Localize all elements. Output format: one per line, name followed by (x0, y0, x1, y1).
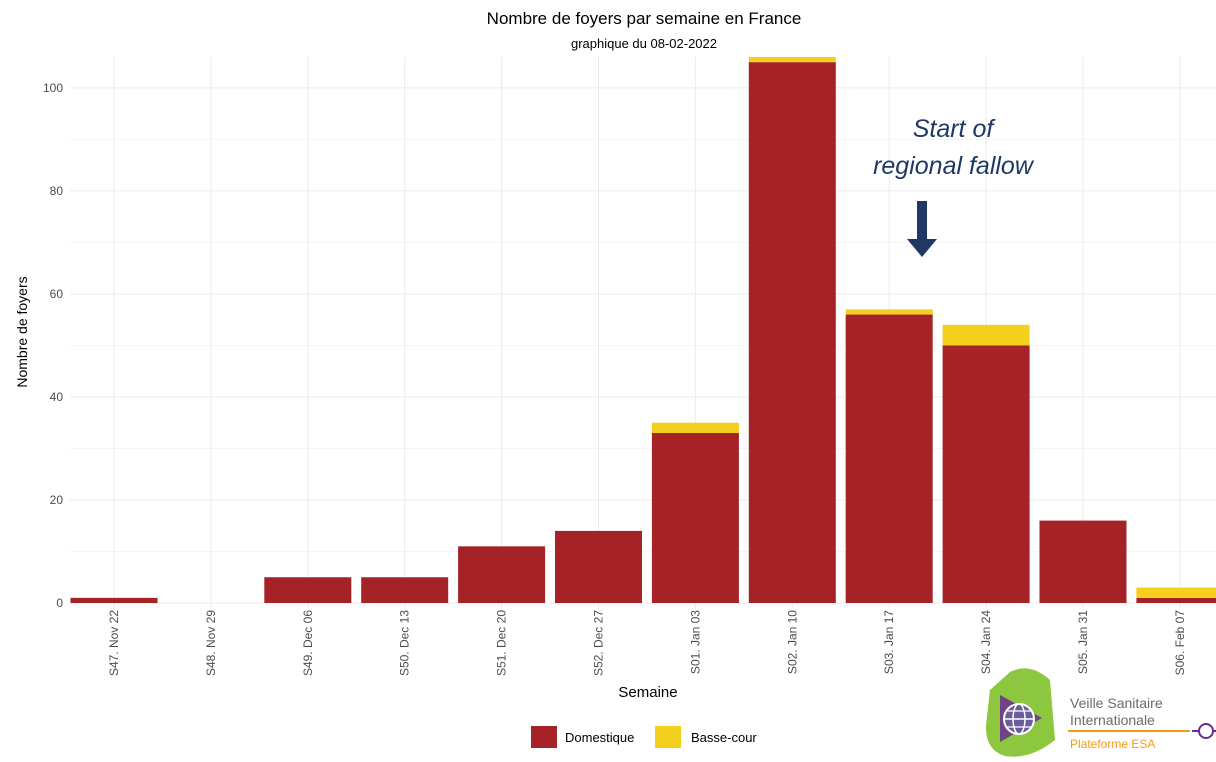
x-tick-label: S48. Nov 29 (204, 610, 218, 676)
y-tick-label: 80 (50, 184, 64, 198)
bar-domestique-3 (361, 577, 449, 603)
bar-domestique-5 (555, 530, 642, 603)
y-tick-label: 0 (56, 596, 63, 610)
logo: Veille Sanitaire Internationale Platefor… (985, 668, 1216, 757)
y-tick-label: 60 (50, 287, 64, 301)
bar-domestique-0 (70, 597, 158, 603)
annotation-line1: Start of (913, 115, 997, 143)
bar-basse-cour-7 (748, 57, 836, 63)
bar-basse-cour-11 (1136, 587, 1216, 598)
bar-domestique-7 (748, 62, 836, 604)
legend-swatch-basse-cour (655, 726, 681, 748)
x-tick-label: S49. Dec 06 (301, 610, 315, 676)
x-tick-label: S51. Dec 20 (495, 610, 509, 676)
logo-line1: Veille Sanitaire (1070, 695, 1163, 711)
y-axis: 0 20 40 60 80 100 (43, 81, 63, 610)
bar-domestique-8 (845, 314, 933, 603)
annotation-line2: regional fallow (873, 152, 1035, 180)
bar-domestique-10 (1039, 520, 1127, 603)
x-tick-label: S52. Dec 27 (592, 610, 606, 676)
x-tick-label: S05. Jan 31 (1076, 610, 1090, 674)
bar-basse-cour-9 (942, 324, 1030, 346)
chart-subtitle: graphique du 08-02-2022 (571, 36, 717, 51)
legend: Domestique Basse-cour (531, 726, 757, 748)
legend-label-basse-cour: Basse-cour (691, 730, 757, 745)
y-tick-label: 40 (50, 390, 64, 404)
x-tick-label: S50. Dec 13 (398, 610, 412, 676)
globe-icon (1003, 703, 1035, 735)
x-tick-label: S04. Jan 24 (979, 610, 993, 674)
bars (70, 57, 1216, 604)
legend-label-domestique: Domestique (565, 730, 634, 745)
bar-domestique-6 (651, 433, 739, 603)
arrow-down-icon (907, 201, 937, 257)
x-tick-label: S47. Nov 22 (107, 610, 121, 676)
bar-domestique-4 (458, 546, 546, 603)
legend-swatch-domestique (531, 726, 557, 748)
bar-domestique-2 (264, 577, 352, 603)
x-axis-title: Semaine (618, 684, 677, 701)
x-tick-label: S01. Jan 03 (688, 610, 702, 674)
chart-title: Nombre de foyers par semaine en France (487, 9, 802, 28)
y-tick-label: 20 (50, 493, 64, 507)
bar-basse-cour-6 (651, 422, 739, 434)
bar-domestique-9 (942, 345, 1030, 603)
y-axis-title: Nombre de foyers (14, 276, 30, 387)
logo-line2: Internationale (1070, 712, 1155, 728)
x-tick-label: S06. Feb 07 (1173, 610, 1187, 676)
grid (70, 57, 1216, 609)
bar-domestique-11 (1136, 597, 1216, 603)
x-tick-label: S03. Jan 17 (882, 610, 896, 674)
x-axis: S47. Nov 22 S48. Nov 29 S49. Dec 06 S50. De… (107, 610, 1187, 676)
bar-basse-cour-8 (845, 309, 933, 315)
y-tick-label: 100 (43, 81, 63, 95)
x-tick-label: S02. Jan 10 (785, 610, 799, 674)
logo-line3: Plateforme ESA (1070, 737, 1155, 751)
annotation: Start of regional fallow (873, 115, 1035, 257)
